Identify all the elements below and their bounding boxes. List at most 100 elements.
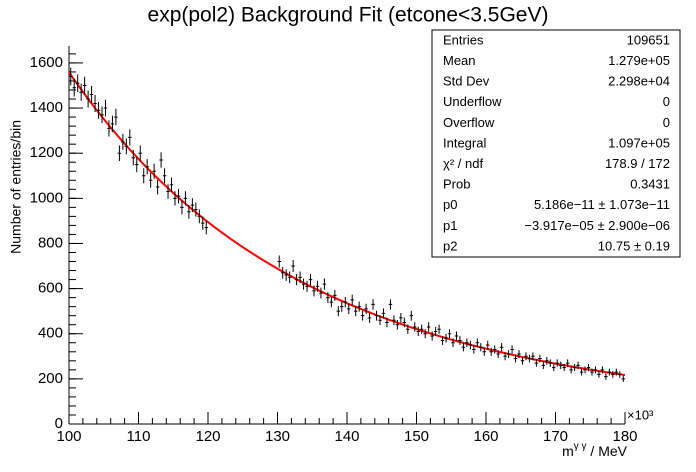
data-point [413,322,417,332]
stats-value: 5.186e−11 ± 1.073e−11 [534,197,670,212]
data-point [423,329,427,339]
x-label-sup: γ γ [574,441,587,452]
data-point [322,278,327,290]
data-point [131,149,136,166]
stats-label: Mean [443,53,476,68]
x-axis-label: mγ γ / MeV [562,441,628,459]
y-axis-label: Number of entries/bin [8,120,24,254]
data-point [301,278,306,290]
data-point [461,343,466,352]
data-point [75,74,80,93]
data-point [569,366,573,374]
stats-label: p1 [443,218,457,233]
data-point [204,221,208,235]
data-point [190,198,195,213]
data-point [326,292,330,303]
stats-label: Prob [443,177,470,192]
x-tick-label: 170 [543,428,568,445]
data-point [534,359,539,367]
data-point [409,310,414,321]
data-point [395,319,400,330]
data-point [333,289,337,301]
data-point [128,129,132,146]
data-point [572,364,577,372]
data-point [492,345,497,354]
data-point [475,338,480,348]
stats-value: 1.097e+05 [608,135,670,150]
data-point [479,343,483,352]
y-tick-label: 400 [38,325,63,342]
data-point [350,294,354,306]
data-point [510,345,514,354]
data-point [392,315,396,326]
y-tick-label: 800 [38,234,63,251]
data-point [294,273,299,286]
data-point [360,310,365,321]
data-point [583,366,587,374]
data-point [89,85,94,104]
data-point [621,375,625,383]
data-point [430,331,434,341]
data-point [513,354,518,363]
stats-label: Integral [443,135,486,150]
data-point [614,368,619,376]
data-point [110,115,115,133]
chart-title: exp(pol2) Background Fit (etcone<3.5GeV) [148,4,549,27]
data-point [148,172,153,188]
data-point [187,204,191,219]
stats-label: χ² / ndf [443,156,483,171]
data-point [586,364,591,372]
x-tick-label: 100 [56,428,81,445]
data-point [378,315,382,326]
data-point [96,101,101,119]
data-point [447,329,452,339]
data-point [600,366,605,374]
data-point [496,350,500,359]
data-point [489,347,493,356]
data-point [103,99,108,117]
x-label-rest: / MeV [587,443,628,459]
data-point [555,359,559,367]
data-point [593,366,598,374]
x-tick-label: 160 [473,428,498,445]
data-point [472,345,476,354]
x-tick-label: 110 [127,428,151,445]
data-point [82,76,87,95]
stats-value: −3.917e−05 ± 2.900e−06 [524,218,670,233]
data-point [538,354,542,363]
y-tick-label: 1600 [30,54,63,71]
data-point [166,184,170,199]
stats-value: 1.279e+05 [608,53,670,68]
data-point [194,202,198,217]
data-point [454,331,459,341]
data-point [465,338,469,348]
data-point [145,159,149,175]
data-point [604,373,608,380]
data-point [319,287,323,299]
data-point [562,364,566,372]
data-point [611,371,615,378]
data-point [364,303,368,315]
stats-value: 2.298e+04 [608,74,670,89]
data-point [388,299,393,310]
y-tick-label: 600 [38,280,63,297]
data-point [517,350,521,359]
data-point [506,350,511,359]
data-point [183,191,188,206]
data-point [173,191,177,206]
data-point [329,296,334,308]
stats-value: 0 [663,115,670,130]
data-point [180,200,184,215]
stats-label: Underflow [443,94,502,109]
data-point [114,108,118,126]
data-point [468,340,473,350]
data-point [100,106,104,124]
data-point [176,188,181,204]
data-point [117,145,122,162]
y-tick-label: 1000 [30,189,63,206]
data-point [141,168,146,184]
data-point [280,266,285,279]
data-point [545,357,549,365]
y-tick-label: 1400 [30,99,63,116]
x-tick-label: 140 [334,428,359,445]
